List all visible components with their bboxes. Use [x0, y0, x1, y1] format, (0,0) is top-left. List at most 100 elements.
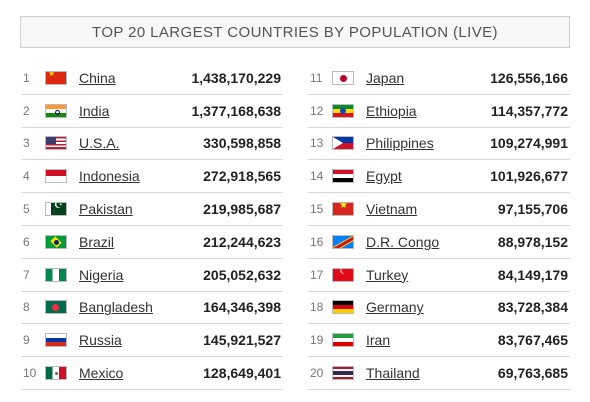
- usa-flag-icon: [45, 136, 67, 151]
- rank-number: 1: [23, 70, 30, 85]
- rank-number: 8: [23, 300, 30, 315]
- rank-number: 11: [310, 70, 323, 85]
- vietnam-flag-icon: [332, 202, 354, 217]
- china-flag-icon: [45, 70, 67, 85]
- country-link-drcongo[interactable]: D.R. Congo: [366, 233, 440, 250]
- turkey-flag-icon: [332, 267, 354, 282]
- country-link-usa[interactable]: U.S.A.: [79, 135, 120, 152]
- rank-number: 9: [23, 333, 30, 348]
- country-link-thailand[interactable]: Thailand: [366, 365, 420, 382]
- country-link-brazil[interactable]: Brazil: [79, 233, 115, 250]
- country-column-left: 1 China 1,438,170,229 2 India 1,377,168,…: [21, 62, 283, 390]
- country-row: 10 Mexico 128,649,401: [21, 357, 283, 390]
- country-link-egypt[interactable]: Egypt: [366, 168, 402, 185]
- population-value: 83,728,384: [497, 299, 568, 316]
- japan-flag-icon: [332, 70, 354, 85]
- country-link-pakistan[interactable]: Pakistan: [79, 201, 133, 218]
- country-row: 9 Russia 145,921,527: [21, 324, 283, 358]
- country-row: 7 Nigeria 205,052,632: [21, 259, 283, 292]
- country-link-mexico[interactable]: Mexico: [79, 365, 124, 382]
- pakistan-flag-icon: [45, 202, 67, 217]
- country-row: 4 Indonesia 272,918,565: [21, 160, 283, 194]
- country-row: 18 Germany 83,728,384: [308, 292, 570, 325]
- country-row: 19 Iran 83,767,465: [308, 324, 570, 358]
- rank-number: 7: [23, 267, 30, 282]
- country-row: 13 Philippines 109,274,991: [308, 128, 570, 161]
- rank-number: 15: [310, 202, 324, 217]
- country-row: 8 Bangladesh 164,346,398: [21, 292, 283, 325]
- country-row: 20 Thailand 69,763,685: [308, 357, 570, 390]
- country-link-bangladesh[interactable]: Bangladesh: [79, 299, 153, 316]
- rank-number: 2: [23, 103, 30, 118]
- population-value: 126,556,166: [490, 69, 568, 86]
- population-value: 212,244,623: [203, 233, 281, 250]
- country-link-japan[interactable]: Japan: [366, 69, 405, 86]
- country-link-turkey[interactable]: Turkey: [366, 266, 409, 283]
- country-link-nigeria[interactable]: Nigeria: [79, 266, 124, 283]
- population-value: 205,052,632: [203, 266, 281, 283]
- country-link-philippines[interactable]: Philippines: [366, 135, 434, 152]
- country-row: 2 India 1,377,168,638: [21, 95, 283, 128]
- population-value: 109,274,991: [490, 135, 568, 152]
- country-row: 5 Pakistan 219,985,687: [21, 193, 283, 226]
- rank-number: 20: [310, 366, 324, 381]
- population-value: 128,649,401: [203, 365, 281, 382]
- egypt-flag-icon: [332, 169, 354, 184]
- nigeria-flag-icon: [45, 267, 67, 282]
- ethiopia-flag-icon: [332, 103, 354, 118]
- rank-number: 3: [23, 136, 30, 151]
- country-row: 1 China 1,438,170,229: [21, 62, 283, 95]
- page-title: TOP 20 LARGEST COUNTRIES BY POPULATION (…: [20, 16, 570, 48]
- population-value: 84,149,179: [497, 266, 568, 283]
- country-row: 15 Vietnam 97,155,706: [308, 193, 570, 226]
- country-link-ethiopia[interactable]: Ethiopia: [366, 102, 417, 119]
- drcongo-flag-icon: [332, 234, 354, 249]
- country-row: 17 Turkey 84,149,179: [308, 259, 570, 292]
- thailand-flag-icon: [332, 366, 354, 381]
- population-value: 145,921,527: [203, 332, 281, 349]
- population-value: 164,346,398: [203, 299, 281, 316]
- population-value: 219,985,687: [203, 201, 281, 218]
- india-flag-icon: [45, 103, 67, 118]
- population-value: 69,763,685: [497, 365, 568, 382]
- country-row: 14 Egypt 101,926,677: [308, 160, 570, 194]
- country-link-russia[interactable]: Russia: [79, 332, 122, 349]
- rank-number: 14: [310, 169, 324, 184]
- country-link-germany[interactable]: Germany: [366, 299, 424, 316]
- population-value: 83,767,465: [497, 332, 568, 349]
- population-value: 1,377,168,638: [191, 102, 281, 119]
- country-link-indonesia[interactable]: Indonesia: [79, 168, 140, 185]
- germany-flag-icon: [332, 300, 354, 315]
- population-value: 97,155,706: [497, 201, 568, 218]
- rank-number: 18: [310, 300, 324, 315]
- rank-number: 19: [310, 333, 324, 348]
- brazil-flag-icon: [45, 234, 67, 249]
- bangladesh-flag-icon: [45, 300, 67, 315]
- iran-flag-icon: [332, 333, 354, 348]
- country-row: 12 Ethiopia 114,357,772: [308, 95, 570, 128]
- philippines-flag-icon: [332, 136, 354, 151]
- rank-number: 4: [23, 169, 30, 184]
- country-row: 6 Brazil 212,244,623: [21, 226, 283, 259]
- country-link-china[interactable]: China: [79, 69, 116, 86]
- country-row: 11 Japan 126,556,166: [308, 62, 570, 95]
- population-value: 330,598,858: [203, 135, 281, 152]
- rank-number: 10: [23, 366, 37, 381]
- russia-flag-icon: [45, 333, 67, 348]
- indonesia-flag-icon: [45, 169, 67, 184]
- rank-number: 6: [23, 234, 30, 249]
- country-row: 3 U.S.A. 330,598,858: [21, 128, 283, 161]
- country-link-india[interactable]: India: [79, 102, 110, 119]
- population-value: 1,438,170,229: [191, 69, 281, 86]
- population-value: 272,918,565: [203, 168, 281, 185]
- country-link-iran[interactable]: Iran: [366, 332, 391, 349]
- rank-number: 5: [23, 202, 30, 217]
- mexico-flag-icon: [45, 366, 67, 381]
- country-column-right: 11 Japan 126,556,166 12 Ethiopia 114,357…: [308, 62, 570, 390]
- country-row: 16 D.R. Congo 88,978,152: [308, 226, 570, 259]
- population-value: 101,926,677: [490, 168, 568, 185]
- population-value: 114,357,772: [490, 102, 568, 119]
- rank-number: 12: [310, 103, 324, 118]
- rank-number: 16: [310, 234, 324, 249]
- country-link-vietnam[interactable]: Vietnam: [366, 201, 418, 218]
